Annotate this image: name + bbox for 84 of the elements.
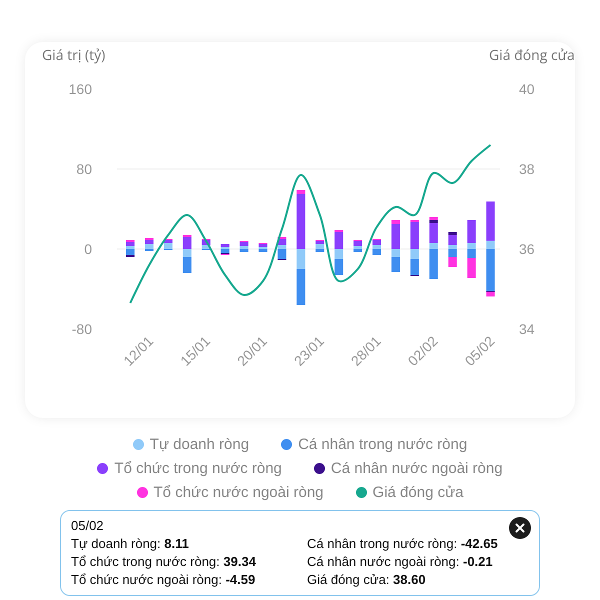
bar: [429, 243, 438, 249]
bar: [126, 242, 135, 246]
y-tick-label: 80: [76, 160, 92, 177]
bar: [240, 249, 248, 252]
bar: [372, 249, 382, 255]
bar: [429, 223, 438, 243]
y2-tick-label: 36: [519, 240, 535, 257]
bar: [486, 249, 495, 292]
bar: [354, 246, 362, 249]
bar: [448, 232, 457, 235]
bar: [334, 249, 344, 259]
legend-label: Cá nhân trong nước ròng: [298, 436, 468, 452]
y2-tick-label: 38: [519, 160, 535, 177]
legend-label: Cá nhân nước ngoài ròng: [330, 460, 503, 476]
y-tick-label: 0: [84, 240, 92, 257]
bar: [354, 241, 362, 246]
bar: [372, 240, 382, 245]
bar: [448, 249, 457, 257]
y2-tick-label: 40: [519, 80, 535, 97]
bar: [316, 249, 324, 252]
y2-axis-title: Giá đóng cửa: [489, 46, 575, 65]
bar: [486, 240, 495, 249]
bar: [429, 217, 438, 220]
bar: [316, 241, 324, 244]
y2-tick-label: 34: [519, 320, 535, 337]
text: Tổ chức nước ngoài ròng: -4.59: [71, 572, 256, 587]
text: Giá đóng cửa: 38.60: [307, 572, 426, 587]
legend-label: Tự doanh ròng: [150, 436, 250, 452]
bar: [164, 243, 172, 249]
bar: [334, 232, 344, 249]
bar: [372, 245, 382, 249]
y-tick-label: -80: [72, 320, 92, 337]
legend-label: Tổ chức trong nước ròng: [114, 460, 282, 476]
bar: [429, 220, 438, 223]
bar: [429, 249, 438, 279]
text: 05/02: [71, 517, 105, 535]
bar: [144, 240, 154, 244]
bar: [410, 222, 419, 249]
bar: [296, 190, 306, 194]
bar: [467, 243, 476, 249]
bar: [240, 242, 248, 246]
bar: [182, 257, 192, 273]
bar: [448, 257, 457, 267]
bar: [410, 249, 419, 259]
y-axis-title: Giá trị (tỷ): [42, 46, 106, 65]
bar: [391, 249, 400, 257]
bar: [486, 292, 495, 296]
bar: [220, 249, 230, 253]
bar: [296, 194, 306, 249]
bar: [467, 258, 476, 278]
bar: [182, 249, 192, 257]
bar: [334, 259, 344, 275]
text: Tự doanh ròng: 8.11: [71, 536, 189, 551]
bar: [391, 224, 400, 249]
bar: [220, 244, 230, 247]
y-tick-label: 160: [68, 80, 92, 97]
bar: [258, 244, 268, 247]
bar: [126, 249, 135, 255]
legend-label: Tổ chức nước ngoài ròng: [154, 484, 324, 500]
bar: [448, 245, 457, 249]
bar: [164, 240, 172, 243]
bar: [486, 202, 495, 241]
legend-label: Giá đóng cửa: [372, 484, 464, 500]
text: Tổ chức trong nước ròng: 39.34: [71, 554, 256, 569]
bar: [278, 245, 286, 249]
bar: [410, 259, 419, 275]
bar: [467, 249, 476, 258]
bar: [354, 249, 362, 252]
text: Cá nhân trong nước ròng: -42.65: [307, 536, 498, 551]
bar: [296, 249, 306, 269]
bar: [278, 249, 286, 259]
line-series: [129, 144, 492, 304]
bar: [296, 269, 306, 305]
bar: [391, 220, 400, 224]
bar: [126, 246, 135, 249]
bar: [316, 244, 324, 249]
bar: [144, 244, 154, 249]
bar: [448, 235, 457, 245]
bar: [182, 237, 192, 249]
bar: [240, 246, 248, 249]
bar: [391, 257, 400, 272]
text: Cá nhân nước ngoài ròng: -0.21: [307, 554, 493, 569]
bar: [467, 220, 476, 243]
bar: [258, 249, 268, 252]
